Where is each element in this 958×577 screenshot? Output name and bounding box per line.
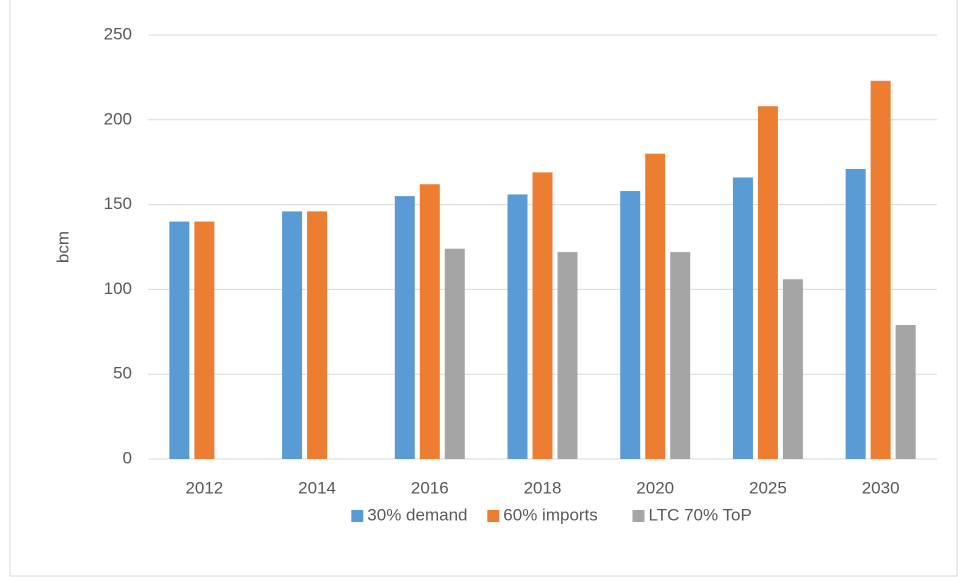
chart-frame [9, 0, 958, 577]
y-tick-label: 200 [104, 109, 132, 128]
bar [307, 211, 328, 459]
bar [845, 168, 866, 459]
legend-swatch [632, 510, 645, 522]
bar [194, 221, 215, 459]
legend-label: 30% demand [367, 505, 467, 524]
y-tick-label: 100 [104, 279, 132, 298]
x-tick-label: 2012 [185, 478, 223, 497]
legend-label: 60% imports [503, 505, 597, 524]
legend-swatch [351, 510, 364, 522]
bar [394, 196, 415, 459]
bar [169, 221, 190, 459]
bar [532, 172, 553, 459]
bar [670, 252, 691, 459]
y-tick-label: 250 [104, 24, 132, 43]
x-tick-label: 2018 [524, 478, 562, 497]
bar [757, 106, 778, 460]
bar [732, 177, 753, 460]
bar [444, 248, 465, 459]
x-tick-label: 2014 [298, 478, 336, 497]
x-tick-label: 2020 [636, 478, 674, 497]
bar [620, 191, 641, 460]
bar [507, 194, 528, 459]
legend-swatch [487, 510, 500, 522]
x-tick-label: 2030 [862, 478, 900, 497]
bar [419, 184, 440, 460]
y-tick-label: 150 [104, 194, 132, 213]
bar [782, 279, 803, 459]
y-tick-label: 50 [113, 364, 132, 383]
bar [895, 325, 916, 459]
bar [870, 80, 891, 460]
bar [282, 211, 303, 459]
y-axis-label: bcm [53, 231, 72, 263]
legend-label: LTC 70% ToP [649, 505, 752, 524]
bar [557, 252, 578, 459]
y-tick-label: 0 [123, 448, 132, 467]
x-tick-label: 2016 [411, 478, 449, 497]
bar [645, 153, 666, 459]
x-tick-label: 2025 [749, 478, 787, 497]
